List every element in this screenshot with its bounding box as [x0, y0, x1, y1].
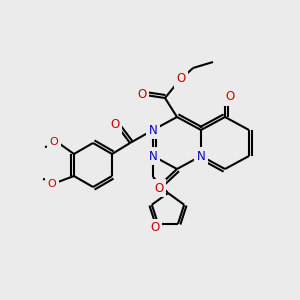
Text: O: O — [154, 182, 164, 194]
Text: O: O — [176, 73, 186, 85]
Text: N: N — [196, 149, 206, 163]
Text: N: N — [148, 124, 158, 136]
Text: O: O — [225, 91, 235, 103]
Text: N: N — [148, 149, 158, 163]
Text: O: O — [48, 179, 56, 189]
Text: O: O — [137, 88, 147, 101]
Text: O: O — [50, 137, 58, 147]
Text: O: O — [110, 118, 120, 131]
Text: O: O — [150, 221, 160, 234]
